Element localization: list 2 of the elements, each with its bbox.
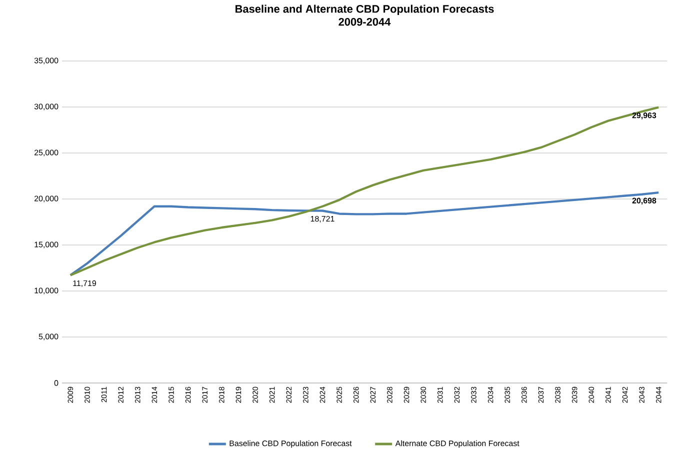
chart-title: Baseline and Alternate CBD Population Forecasts bbox=[236, 4, 494, 15]
chart-subtitle: 2009-2044 bbox=[338, 18, 391, 26]
